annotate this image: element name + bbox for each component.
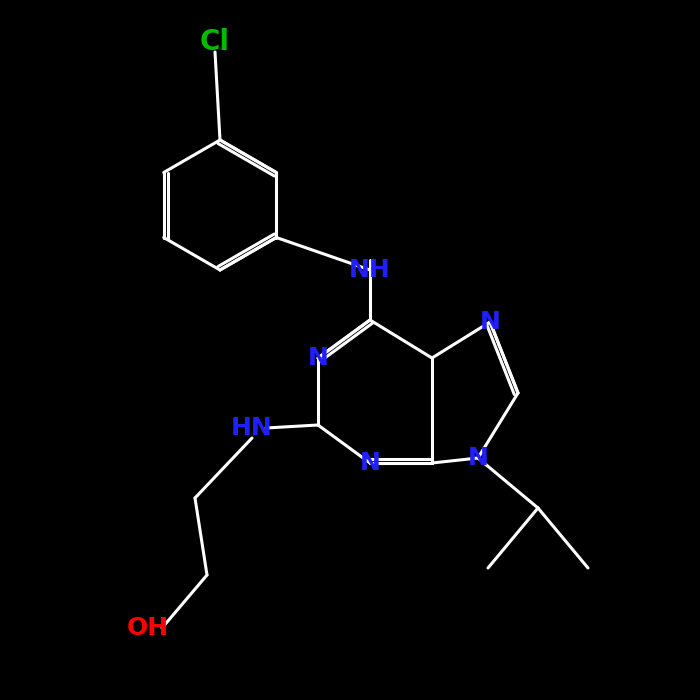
Text: NH: NH: [349, 258, 391, 282]
Text: N: N: [468, 446, 489, 470]
Text: N: N: [480, 310, 500, 334]
Text: Cl: Cl: [200, 28, 230, 56]
Text: N: N: [307, 346, 328, 370]
Text: N: N: [360, 451, 380, 475]
Text: OH: OH: [127, 616, 169, 640]
Text: HN: HN: [231, 416, 273, 440]
